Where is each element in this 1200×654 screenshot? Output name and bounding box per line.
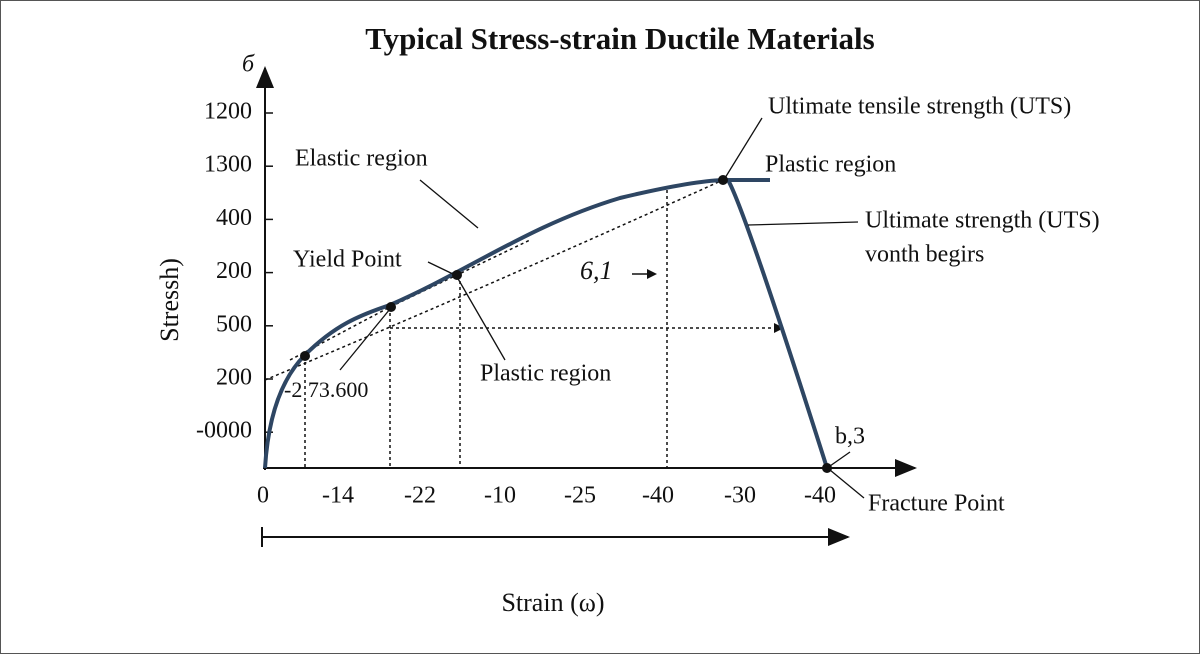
- annotation: vonth begirs: [865, 242, 984, 268]
- annotation: Plastic region: [480, 361, 611, 387]
- leader: [747, 221, 859, 226]
- x-tick-label: -22: [404, 483, 436, 509]
- annotation: b,3: [835, 424, 865, 450]
- x-tick-label: -30: [724, 483, 756, 509]
- y-symbol: б: [242, 52, 255, 78]
- leader: [419, 179, 479, 229]
- annotation: Elastic region: [295, 146, 428, 172]
- yield-point: [452, 270, 462, 280]
- x-tick-label: -40: [804, 483, 836, 509]
- annotation: -2 73.600: [284, 377, 368, 402]
- x-tick-label: -25: [564, 483, 596, 509]
- x-tick-label: -14: [322, 483, 354, 509]
- x-tick-label: 0: [257, 483, 269, 509]
- point: [386, 302, 396, 312]
- x-ticks: 0 -14 -22 -10 -25 -40 -30 -40: [257, 483, 836, 509]
- y-tick-label: 200: [216, 258, 252, 284]
- stress-strain-curve: [263, 178, 770, 469]
- annotation: Ultimate strength (UTS): [865, 208, 1100, 234]
- annotation: Plastic region: [765, 152, 896, 178]
- leader: [339, 308, 391, 371]
- annotation: Fracture Point: [868, 491, 1005, 517]
- point: [300, 351, 310, 361]
- x-axis-label: Strain (ω): [501, 588, 604, 617]
- leader: [456, 276, 506, 361]
- y-tick-label: 1200: [204, 99, 252, 125]
- y-axis-label: Stressh): [155, 258, 184, 342]
- y-tick-label: 500: [216, 311, 252, 337]
- x-tick-label: -40: [642, 483, 674, 509]
- annotation: Ultimate tensile strength (UTS): [768, 94, 1071, 120]
- y-tick-label: -0000: [196, 418, 252, 444]
- x-tick-label: -10: [484, 483, 516, 509]
- necking-curve: [726, 179, 829, 469]
- leader: [724, 117, 763, 179]
- y-tick-label: 1300: [204, 152, 252, 178]
- leader: [829, 469, 865, 499]
- offset-line: [264, 179, 724, 381]
- leader: [829, 451, 851, 467]
- annotation: Yield Point: [293, 247, 402, 273]
- annotation: 6,1: [580, 256, 613, 285]
- fracture-point: [822, 463, 832, 473]
- title: Typical Stress-strain Ductile Materials: [365, 21, 874, 56]
- leader: [427, 261, 456, 276]
- y-tick-label: 400: [216, 205, 252, 231]
- y-tick-label: 200: [216, 365, 252, 391]
- y-ticks: 1200 1300 400 200 500 200 -0000: [196, 99, 273, 444]
